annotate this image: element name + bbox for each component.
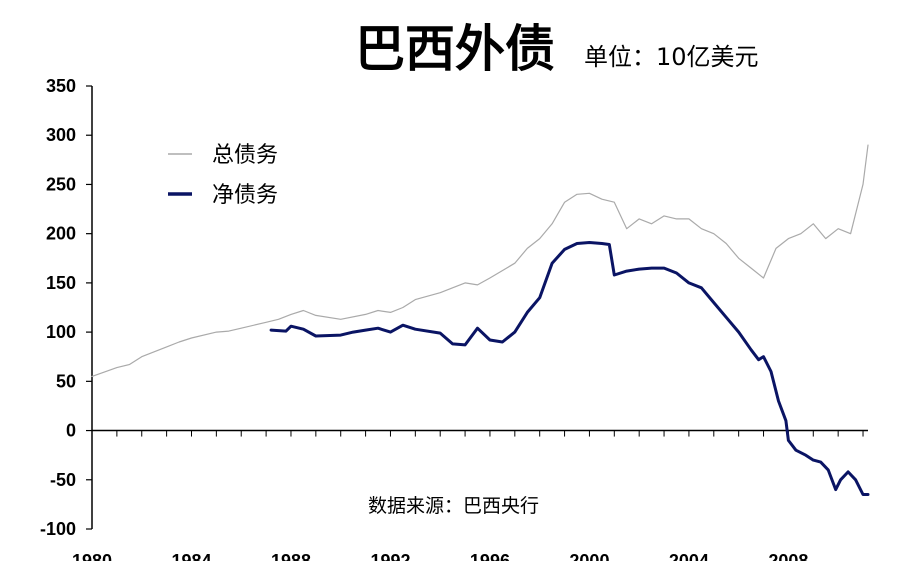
x-tick-label: 1980 <box>72 551 112 561</box>
series-layer <box>91 144 870 496</box>
y-tick-label: 250 <box>46 174 76 194</box>
x-tick-label: 2008 <box>768 551 808 561</box>
x-tick-label: 1992 <box>370 551 410 561</box>
series-line-net-debt <box>269 241 870 496</box>
x-tick-label: 2004 <box>669 551 709 561</box>
y-tick-label: 100 <box>46 322 76 342</box>
y-tick-label: 150 <box>46 273 76 293</box>
x-tick-label: 1996 <box>470 551 510 561</box>
axes: 350 300 250 200 150 100 50 0 -50 -100 1980 1984 1988… <box>40 76 868 561</box>
chart-subtitle: 单位：10亿美元 <box>584 43 759 71</box>
chart-title: 巴西外债 <box>355 20 555 78</box>
y-tick-label: 0 <box>66 421 76 441</box>
x-tick-label: 1988 <box>271 551 311 561</box>
legend: 总债务 净债务 <box>168 143 278 208</box>
y-tick-label: 200 <box>46 224 76 244</box>
legend-label-total-debt: 总债务 <box>212 143 278 168</box>
series-line-total-debt <box>91 144 869 377</box>
x-tick-label: 2000 <box>569 551 609 561</box>
y-tick-label: 50 <box>56 371 76 391</box>
y-tick-label: 350 <box>46 76 76 96</box>
source-note: 数据来源：巴西央行 <box>368 495 539 517</box>
y-tick-label: -100 <box>40 519 76 539</box>
x-tick-label: 1984 <box>171 551 211 561</box>
y-tick-label: 300 <box>46 125 76 145</box>
y-tick-label: -50 <box>50 470 76 490</box>
legend-label-net-debt: 净债务 <box>212 183 278 208</box>
